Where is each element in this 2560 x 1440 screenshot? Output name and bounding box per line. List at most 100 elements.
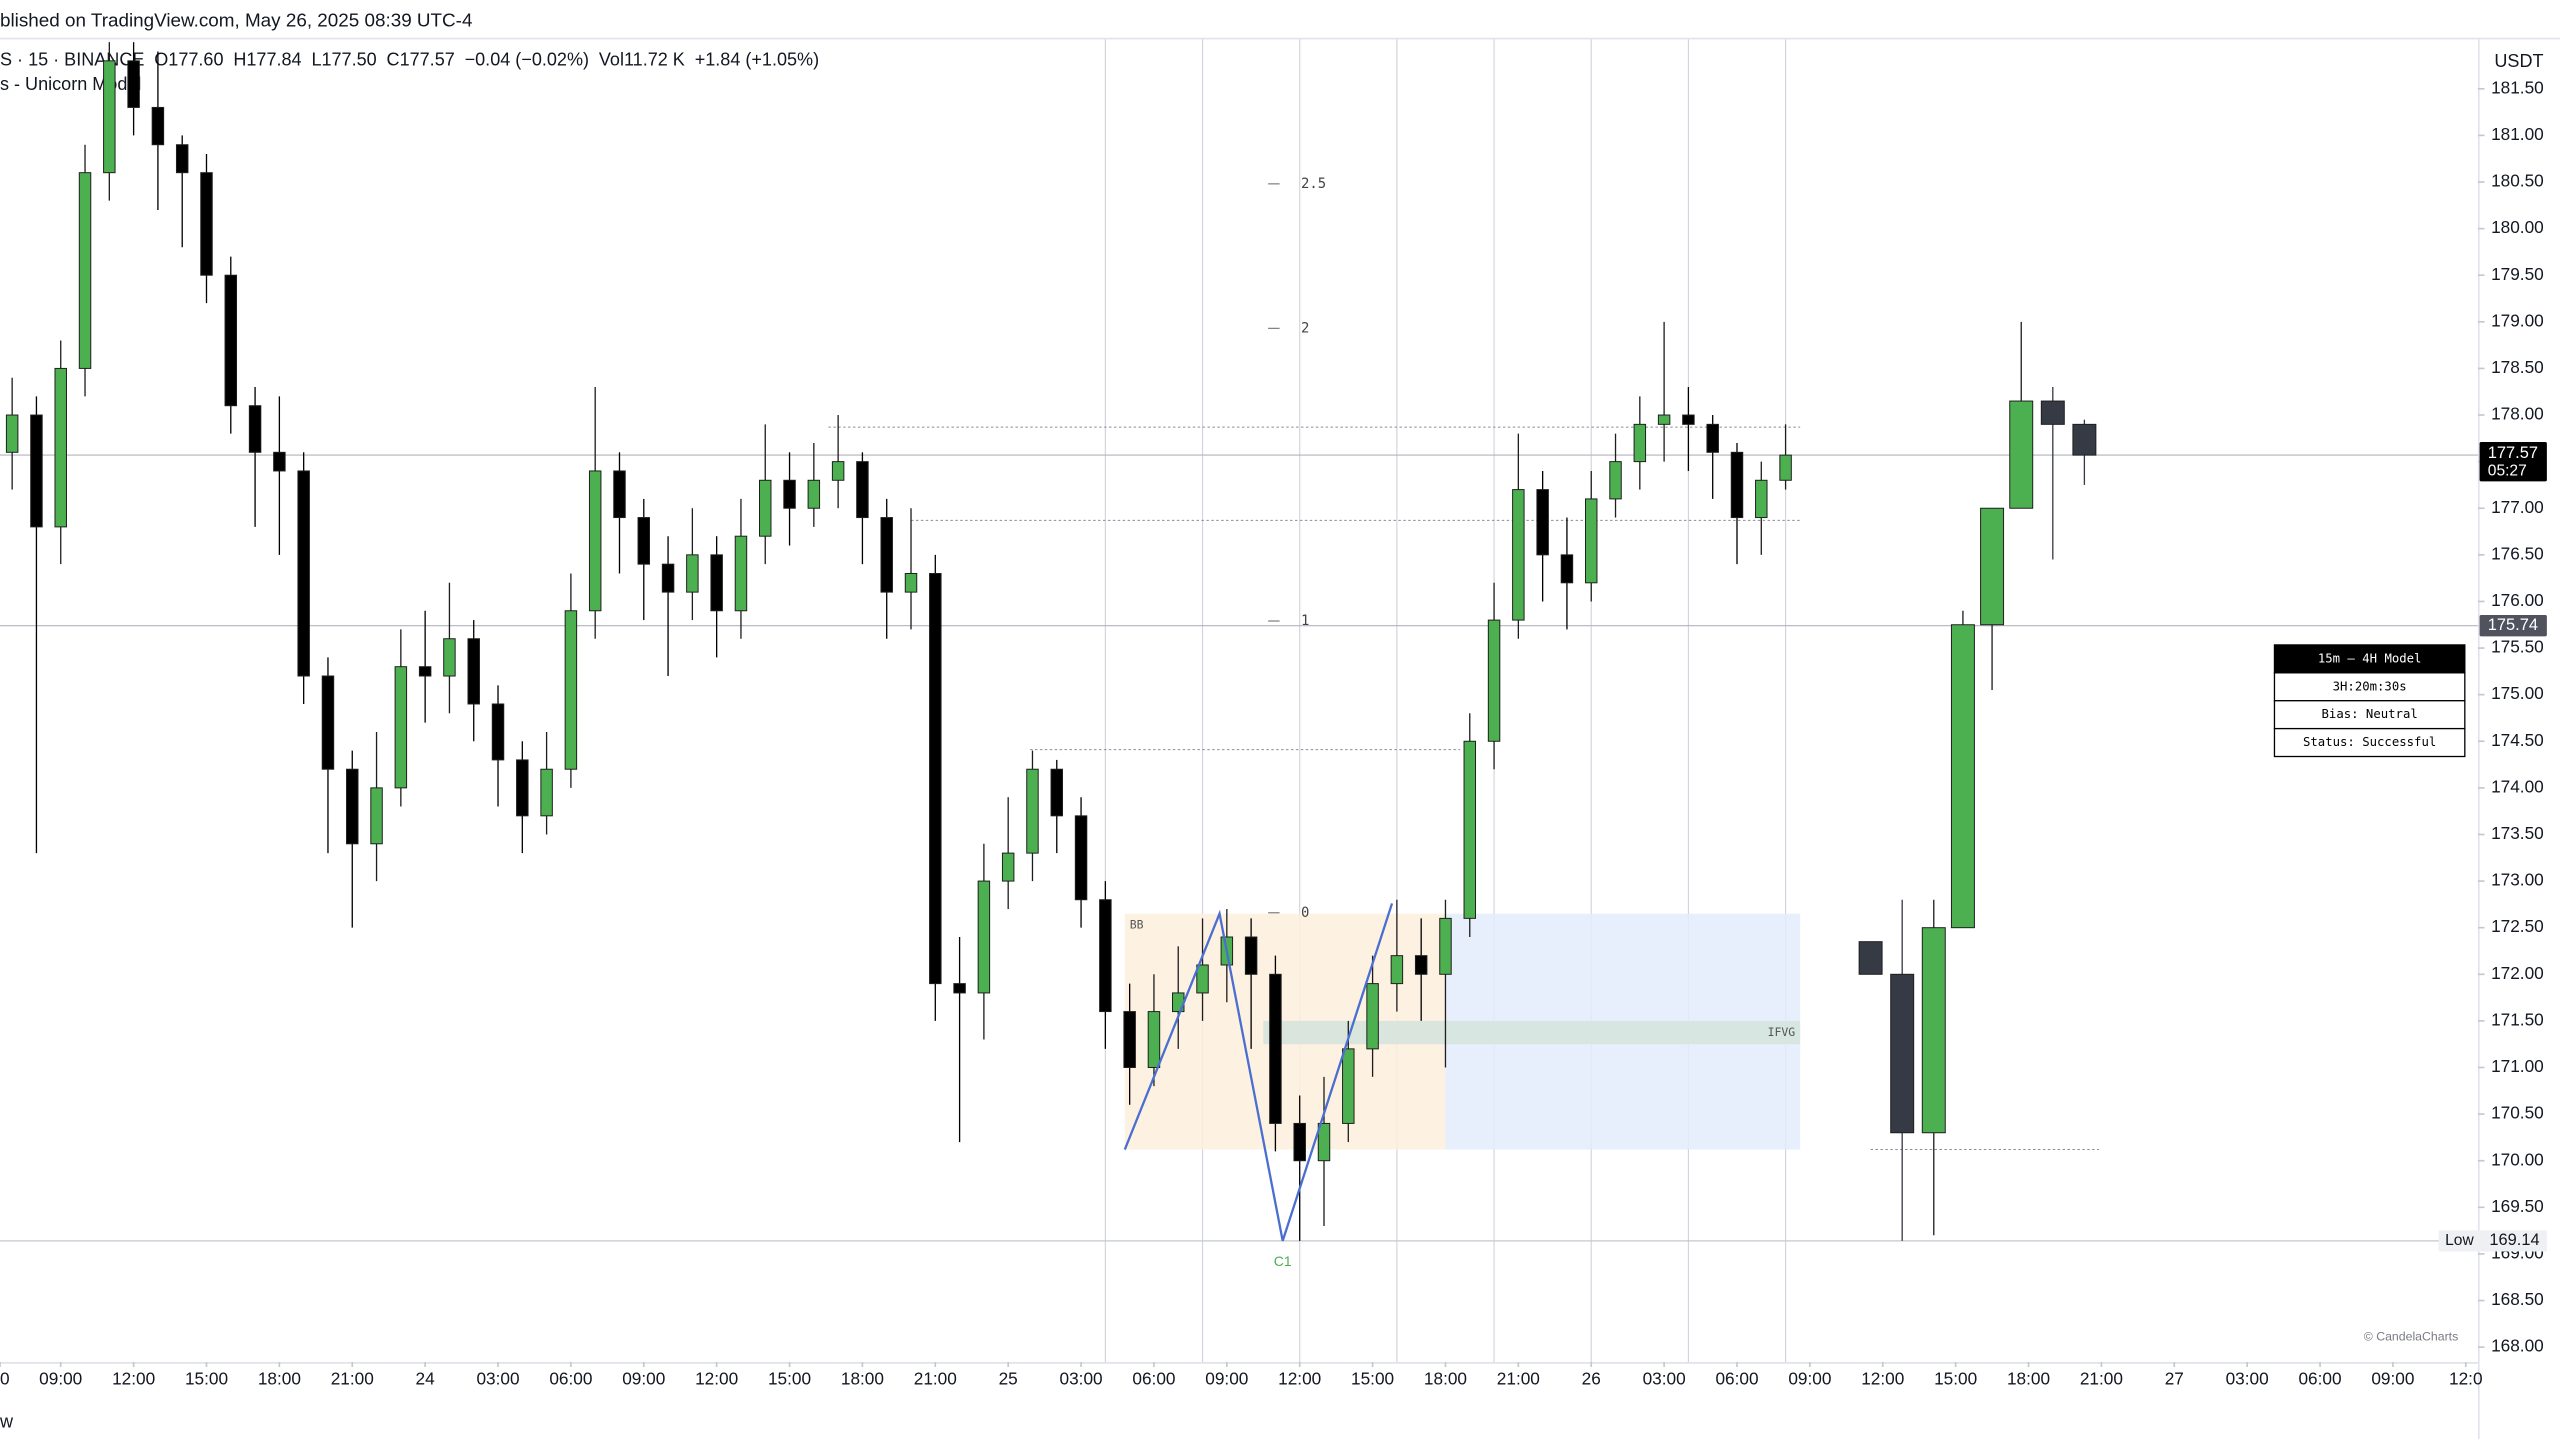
y-tick-label: 175.50 bbox=[2491, 637, 2544, 657]
candle-body bbox=[516, 759, 529, 817]
zone bbox=[1263, 1020, 1801, 1045]
candle-body bbox=[321, 675, 335, 770]
y-tick-label: 170.00 bbox=[2491, 1149, 2544, 1169]
zone-label: BB bbox=[1130, 918, 1144, 932]
candle-body bbox=[1512, 489, 1525, 621]
y-tick-label: 178.50 bbox=[2491, 357, 2544, 377]
y-tick-label: 176.50 bbox=[2491, 543, 2544, 563]
x-tick-label: 24 bbox=[416, 1369, 436, 1389]
y-tick-label: 169.50 bbox=[2491, 1196, 2544, 1216]
candle-body bbox=[1730, 451, 1744, 519]
low-badge bbox=[2438, 1230, 2547, 1252]
candle-body bbox=[734, 535, 748, 612]
x-tick-label: 18:00 bbox=[258, 1369, 301, 1389]
panel-cell bbox=[2273, 727, 2466, 758]
y-tick-label: 168.50 bbox=[2491, 1289, 2544, 1309]
candle-body bbox=[346, 768, 359, 845]
candle-body bbox=[1890, 973, 1915, 1134]
candle-body bbox=[1463, 740, 1476, 919]
candle-body bbox=[2072, 423, 2097, 456]
x-tick-label: 15:00 bbox=[1351, 1369, 1394, 1389]
currency-label: USDT bbox=[2494, 51, 2543, 71]
legend-item: S · 15 · BINANCE bbox=[0, 49, 144, 69]
candle-body bbox=[977, 880, 991, 994]
panel-text: 3H:20m:30s bbox=[2333, 679, 2407, 693]
candle-body bbox=[1342, 1048, 1355, 1124]
legend-item: C177.57 bbox=[387, 49, 455, 69]
candle-body bbox=[1269, 973, 1282, 1124]
candle-body bbox=[1001, 852, 1015, 882]
candle-body bbox=[127, 60, 140, 108]
x-tick-label: 18:00 bbox=[1424, 1369, 1467, 1389]
fib-label: 2 bbox=[1301, 320, 1309, 336]
candle-body bbox=[1536, 489, 1549, 556]
legend-item: Vol11.72 K bbox=[599, 49, 685, 69]
candle-body bbox=[443, 638, 456, 677]
candle-body bbox=[1858, 941, 1883, 975]
low-tag: Low bbox=[2445, 1232, 2474, 1249]
x-tick-label: 06:00 bbox=[2298, 1369, 2341, 1389]
y-tick-label: 180.50 bbox=[2491, 171, 2544, 191]
legend-item: L177.50 bbox=[311, 49, 376, 69]
x-tick-label: 27 bbox=[2165, 1369, 2184, 1389]
candle-body bbox=[1390, 955, 1404, 985]
y-tick-label: 172.50 bbox=[2491, 916, 2544, 936]
y-tick-label: 171.00 bbox=[2491, 1056, 2544, 1076]
x-tick-label: 12:00 bbox=[1861, 1369, 1904, 1389]
x-tick-label: 15:00 bbox=[768, 1369, 811, 1389]
y-tick-label: 180.00 bbox=[2491, 217, 2544, 237]
y-tick-label: 178.00 bbox=[2491, 404, 2544, 424]
legend-item: −0.04 (−0.02%) bbox=[465, 49, 589, 69]
y-tick-label: 179.50 bbox=[2491, 264, 2544, 284]
candle-body bbox=[1099, 899, 1112, 1013]
x-tick-label: 12:00 bbox=[112, 1369, 155, 1389]
fib-label: 1 bbox=[1301, 613, 1309, 629]
candle-body bbox=[30, 414, 43, 528]
x-tick-label: 18:00 bbox=[841, 1369, 884, 1389]
panel-text: Status: Successful bbox=[2303, 735, 2436, 749]
x-tick-label: 25 bbox=[999, 1369, 1018, 1389]
candle-body bbox=[394, 666, 408, 789]
fib-label: 2.5 bbox=[1301, 176, 1326, 192]
candle-body bbox=[1706, 423, 1719, 453]
panel-text: 15m – 4H Model bbox=[2318, 651, 2422, 665]
candle-body bbox=[491, 703, 505, 761]
candle-body bbox=[1657, 414, 1671, 425]
candle-body bbox=[151, 106, 165, 146]
candle-body bbox=[564, 610, 578, 770]
y-tick-label: 173.50 bbox=[2491, 823, 2544, 843]
candle-body bbox=[54, 367, 67, 528]
x-tick-label: 06:00 bbox=[1132, 1369, 1175, 1389]
candle-body bbox=[1317, 1122, 1331, 1162]
candle-body bbox=[831, 461, 845, 481]
y-tick-label: 171.50 bbox=[2491, 1009, 2544, 1029]
candle-body bbox=[1123, 1011, 1136, 1068]
symbol-legend: S · 15 · BINANCE O177.60 H177.84 L177.50 C17… bbox=[0, 49, 819, 69]
y-tick-label: 181.50 bbox=[2491, 77, 2544, 97]
y-tick-label: 174.00 bbox=[2491, 776, 2544, 796]
x-tick-label: 12:0 bbox=[2449, 1369, 2483, 1389]
candle-body bbox=[929, 572, 942, 985]
candle-body bbox=[2040, 400, 2065, 425]
candle-body bbox=[588, 470, 602, 612]
x-tick-label: 21:00 bbox=[331, 1369, 374, 1389]
candle-body bbox=[467, 638, 480, 705]
x-tick-label: 03:00 bbox=[1643, 1369, 1686, 1389]
y-tick-label: 170.50 bbox=[2491, 1103, 2544, 1123]
candle-body bbox=[540, 768, 553, 817]
y-tick-label: 168.00 bbox=[2491, 1336, 2544, 1356]
y-tick-label: 176.00 bbox=[2491, 590, 2544, 610]
footer: w bbox=[0, 1412, 14, 1432]
zone-label: IFVG bbox=[1768, 1025, 1796, 1039]
y-tick-label: 177.00 bbox=[2491, 497, 2544, 517]
x-tick-label: 21:00 bbox=[2080, 1369, 2123, 1389]
watermark: © CandelaCharts bbox=[2364, 1330, 2459, 1344]
fib-label: 0 bbox=[1301, 905, 1309, 921]
candle-body bbox=[175, 144, 189, 174]
candle-body bbox=[856, 461, 869, 519]
candle-body bbox=[1074, 815, 1088, 901]
last-price-label: 177.57 bbox=[2488, 444, 2538, 462]
candle-body bbox=[759, 479, 772, 537]
